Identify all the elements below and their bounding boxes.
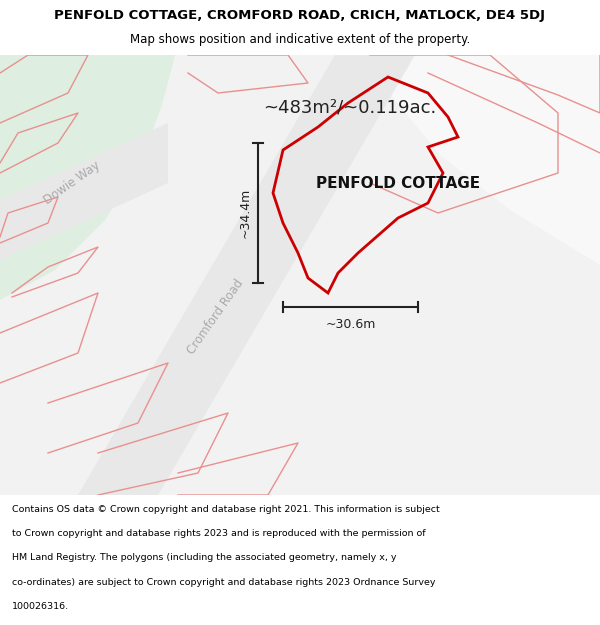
Text: PENFOLD COTTAGE, CROMFORD ROAD, CRICH, MATLOCK, DE4 5DJ: PENFOLD COTTAGE, CROMFORD ROAD, CRICH, M…	[55, 9, 545, 22]
Polygon shape	[78, 55, 415, 495]
Text: co-ordinates) are subject to Crown copyright and database rights 2023 Ordnance S: co-ordinates) are subject to Crown copyr…	[12, 578, 436, 586]
Text: Dowie Way: Dowie Way	[41, 159, 103, 207]
Text: 100026316.: 100026316.	[12, 602, 69, 611]
Text: to Crown copyright and database rights 2023 and is reproduced with the permissio: to Crown copyright and database rights 2…	[12, 529, 425, 539]
Text: PENFOLD COTTAGE: PENFOLD COTTAGE	[316, 176, 480, 191]
Text: Contains OS data © Crown copyright and database right 2021. This information is : Contains OS data © Crown copyright and d…	[12, 506, 440, 514]
Polygon shape	[0, 55, 175, 300]
Text: HM Land Registry. The polygons (including the associated geometry, namely x, y: HM Land Registry. The polygons (includin…	[12, 554, 397, 562]
Text: Cromford Road: Cromford Road	[184, 277, 245, 357]
Text: Map shows position and indicative extent of the property.: Map shows position and indicative extent…	[130, 33, 470, 46]
Text: ~34.4m: ~34.4m	[239, 188, 251, 238]
Polygon shape	[0, 123, 168, 260]
Text: ~483m²/~0.119ac.: ~483m²/~0.119ac.	[263, 98, 437, 116]
Polygon shape	[355, 55, 600, 265]
Text: ~30.6m: ~30.6m	[325, 319, 376, 331]
